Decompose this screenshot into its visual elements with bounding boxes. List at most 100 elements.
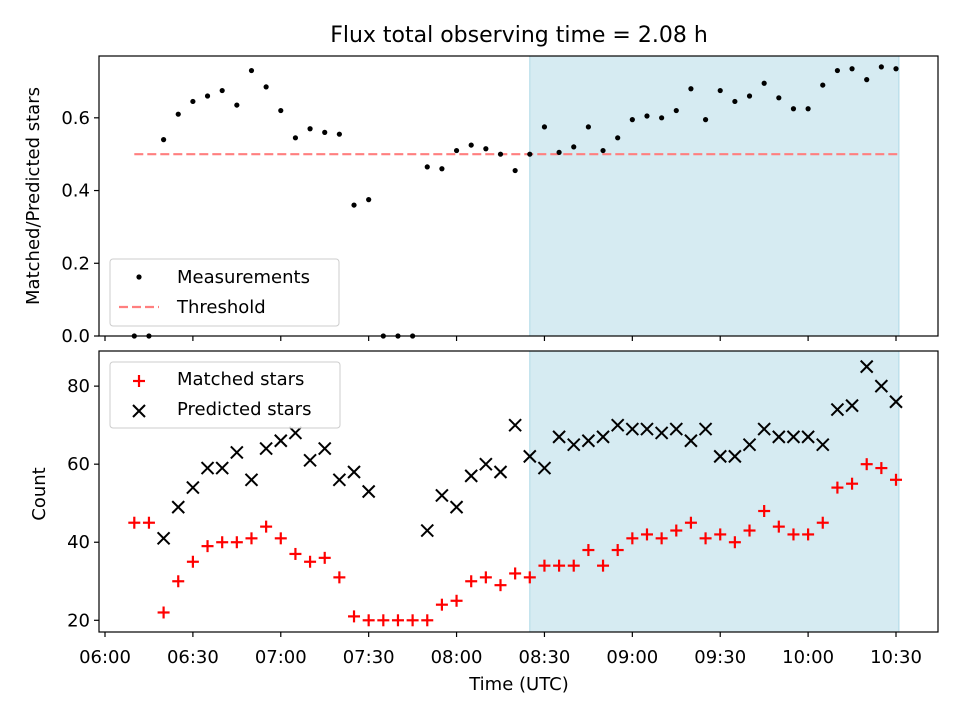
predicted-point bbox=[523, 449, 537, 464]
measurement-point bbox=[820, 82, 826, 88]
predicted-point bbox=[654, 426, 669, 440]
measurement-point bbox=[497, 151, 504, 157]
measurement-point bbox=[746, 93, 753, 99]
matched-point bbox=[465, 575, 478, 588]
matched-point bbox=[421, 614, 434, 627]
predicted-point bbox=[772, 430, 786, 444]
predicted-point bbox=[171, 500, 185, 514]
measurement-point bbox=[263, 84, 269, 90]
bottom-y-axis-label: Count bbox=[29, 467, 50, 520]
x-tick-label: 08:30 bbox=[519, 647, 571, 668]
matched-point bbox=[450, 594, 463, 607]
legend-matched-marker bbox=[133, 375, 145, 387]
predicted-point bbox=[801, 430, 815, 444]
matched-point bbox=[582, 544, 595, 557]
measurement-point bbox=[541, 124, 548, 130]
measurement-point bbox=[292, 135, 299, 141]
predicted-point bbox=[625, 422, 640, 436]
predicted-point bbox=[757, 422, 771, 436]
predicted-point bbox=[347, 465, 361, 479]
measurement-point bbox=[556, 149, 562, 155]
bottom-panel: 06:00 06:30 07:00 07:30 08:00 08:30 09:00 09:30… bbox=[29, 350, 939, 668]
matched-point bbox=[494, 579, 507, 592]
x-tick-label: 09:00 bbox=[606, 647, 658, 668]
measurement-point bbox=[600, 147, 606, 154]
measurement-point bbox=[366, 197, 372, 203]
matched-point bbox=[523, 571, 536, 584]
predicted-point bbox=[742, 437, 757, 452]
measurement-point bbox=[160, 137, 167, 143]
top-legend-box bbox=[109, 258, 340, 327]
x-tick-label: 06:00 bbox=[79, 647, 131, 668]
matched-point bbox=[743, 524, 756, 537]
measurement-point bbox=[175, 111, 181, 117]
bottom-axes-frame bbox=[98, 350, 939, 633]
legend-matched-label: Matched stars bbox=[177, 369, 304, 390]
predicted-point bbox=[464, 469, 478, 483]
matched-point bbox=[670, 524, 683, 537]
measurement-point bbox=[629, 117, 635, 123]
predicted-point bbox=[567, 437, 581, 452]
top-legend: Measurements Threshold bbox=[109, 258, 340, 327]
predicted-point bbox=[684, 434, 698, 448]
predicted-point bbox=[698, 422, 713, 436]
measurement-point bbox=[893, 66, 899, 72]
matched-point bbox=[304, 555, 317, 568]
predicted-point bbox=[244, 473, 259, 487]
predicted-point bbox=[186, 480, 200, 495]
matched-point bbox=[655, 532, 668, 545]
predicted-point bbox=[610, 418, 625, 432]
matched-point bbox=[802, 528, 815, 541]
predicted-point bbox=[215, 461, 229, 475]
matched-point bbox=[890, 473, 902, 486]
measurement-point bbox=[805, 106, 811, 112]
predicted-point bbox=[889, 395, 903, 409]
predicted-point bbox=[259, 441, 273, 456]
y-tick-label: 0.2 bbox=[61, 253, 90, 274]
predicted-point bbox=[288, 426, 303, 440]
measurement-point bbox=[702, 117, 709, 123]
y-tick-label: 20 bbox=[67, 610, 90, 631]
matched-point bbox=[831, 481, 844, 494]
predicted-point bbox=[479, 457, 493, 471]
predicted-point bbox=[303, 453, 317, 467]
measurement-point bbox=[248, 67, 255, 74]
matched-point bbox=[553, 559, 566, 572]
matched-point bbox=[860, 458, 873, 471]
matched-point bbox=[318, 551, 331, 564]
bottom-legend: Matched stars Predicted stars bbox=[109, 361, 341, 429]
measurement-point bbox=[307, 126, 313, 132]
predicted-point bbox=[552, 430, 566, 444]
predicted-point bbox=[640, 422, 654, 436]
y-tick-label: 0.6 bbox=[61, 108, 90, 129]
measurement-point bbox=[849, 66, 855, 72]
matched-point bbox=[479, 571, 492, 584]
predicted-point bbox=[874, 379, 889, 393]
measurement-point bbox=[659, 115, 665, 121]
x-tick-label: 06:30 bbox=[167, 647, 219, 668]
measurement-point bbox=[776, 95, 782, 101]
matched-point bbox=[772, 520, 785, 533]
measurement-point bbox=[864, 77, 870, 83]
chart-title: Flux total observing time = 2.08 h bbox=[330, 23, 708, 48]
matched-point bbox=[186, 555, 199, 568]
matched-point bbox=[216, 536, 229, 549]
measurement-point bbox=[336, 131, 342, 137]
matched-point bbox=[377, 614, 390, 627]
matched-point bbox=[245, 532, 258, 545]
top-axes-frame bbox=[98, 55, 939, 337]
x-tick-label: 08:00 bbox=[431, 647, 483, 668]
matched-point bbox=[128, 516, 141, 529]
matched-point bbox=[787, 528, 800, 541]
measurement-point bbox=[351, 202, 357, 208]
y-tick-label: 40 bbox=[67, 532, 90, 553]
measurement-point bbox=[234, 102, 240, 108]
measurement-point bbox=[278, 107, 284, 114]
predicted-point bbox=[713, 449, 727, 464]
predicted-point bbox=[728, 449, 742, 464]
measurement-point bbox=[219, 87, 225, 94]
matched-point bbox=[714, 528, 727, 541]
matched-point bbox=[538, 559, 551, 572]
predicted-point bbox=[830, 402, 845, 417]
